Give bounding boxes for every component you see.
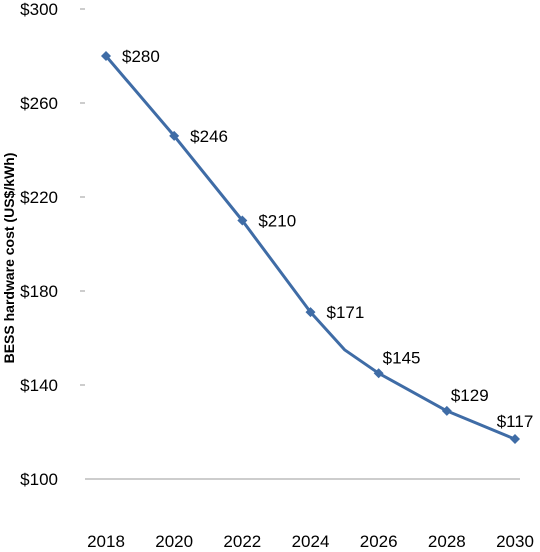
data-point-marker: [305, 307, 316, 318]
x-tick-label: 2020: [155, 532, 193, 551]
x-tick-label: 2030: [496, 532, 534, 551]
data-label: $171: [327, 303, 365, 322]
data-label: $129: [451, 386, 489, 405]
x-tick-label: 2028: [428, 532, 466, 551]
x-tick-label: 2026: [360, 532, 398, 551]
data-point-marker: [441, 405, 452, 416]
data-point-marker: [169, 130, 180, 141]
x-tick-label: 2018: [87, 532, 125, 551]
series: [101, 51, 520, 445]
y-tick-label: $180: [20, 282, 58, 301]
data-point-marker: [237, 215, 248, 226]
x-tick-label: 2022: [223, 532, 261, 551]
y-axis: $100 $140 $180 $220 $260 $300: [20, 0, 85, 489]
data-label: $145: [383, 348, 421, 367]
x-axis: 2018 2020 2022 2024 2026 2028 2030: [85, 478, 534, 551]
series-line: [104, 54, 517, 441]
y-tick-label: $100: [20, 470, 58, 489]
data-point-marker: [101, 51, 111, 61]
data-point-marker: [373, 368, 384, 379]
y-tick-label: $220: [20, 188, 58, 207]
data-labels: $280 $246 $210 $171 $145 $129 $117: [122, 47, 533, 431]
x-tick-label: 2024: [292, 532, 330, 551]
y-axis-title: BESS hardware cost (US$/kWh): [1, 153, 17, 364]
data-label: $280: [122, 47, 160, 66]
y-tick-label: $140: [20, 376, 58, 395]
y-tick-label: $300: [20, 0, 58, 19]
data-point-marker: [510, 434, 520, 445]
data-label: $210: [258, 212, 296, 231]
data-label: $246: [190, 127, 228, 146]
data-label: $117: [497, 412, 534, 431]
y-tick-label: $260: [20, 94, 58, 113]
